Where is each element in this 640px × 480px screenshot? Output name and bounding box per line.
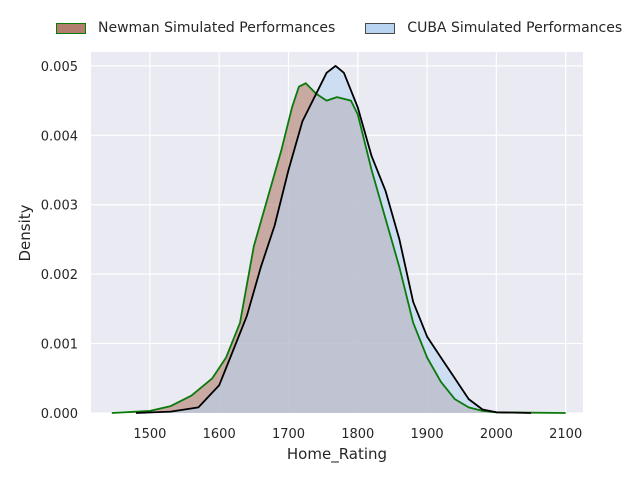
- y-tick-label: 0.002: [41, 268, 78, 283]
- x-tick-labels: 1500 1600 1700 1800 1900 2000 2100: [133, 427, 582, 442]
- y-tick-label: 0.000: [41, 407, 78, 422]
- y-axis-label: Density: [16, 204, 34, 261]
- legend: Newman Simulated Performances CUBA Simul…: [56, 20, 622, 36]
- legend-swatch-cuba: [365, 22, 396, 34]
- y-tick-label: 0.003: [41, 199, 78, 214]
- legend-item-cuba: CUBA Simulated Performances: [365, 20, 622, 36]
- x-tick-label: 1500: [133, 427, 166, 442]
- legend-label-cuba: CUBA Simulated Performances: [407, 20, 623, 36]
- x-tick-label: 2100: [549, 427, 582, 442]
- x-tick-label: 1800: [341, 427, 374, 442]
- x-tick-label: 2000: [480, 427, 513, 442]
- area-cuba: [136, 65, 531, 414]
- x-tick-label: 1700: [272, 427, 305, 442]
- x-axis-label: Home_Rating: [287, 445, 387, 464]
- legend-label-newman: Newman Simulated Performances: [98, 20, 336, 36]
- legend-item-newman: Newman Simulated Performances: [56, 20, 335, 36]
- line-cuba: [135, 65, 532, 414]
- series-layer: [111, 65, 566, 414]
- y-tick-label: 0.001: [41, 338, 78, 353]
- x-tick-label: 1600: [203, 427, 236, 442]
- legend-swatch-newman: [56, 22, 86, 34]
- y-tick-label: 0.004: [41, 129, 78, 144]
- x-tick-label: 1900: [411, 427, 444, 442]
- line-newman: [111, 82, 566, 414]
- y-tick-label: 0.005: [41, 60, 78, 75]
- y-tick-labels: 0.000 0.001 0.002 0.003 0.004 0.005: [41, 60, 78, 422]
